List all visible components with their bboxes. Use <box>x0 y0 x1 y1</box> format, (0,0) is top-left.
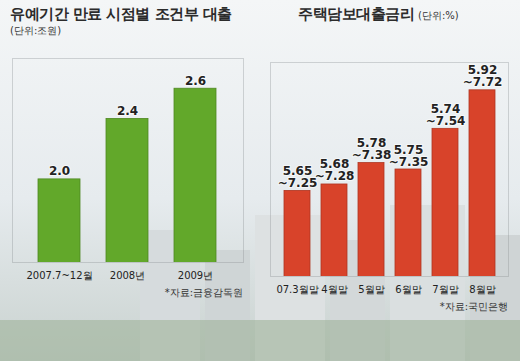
svg-text:2008년: 2008년 <box>110 270 145 281</box>
svg-text:5월말: 5월말 <box>358 284 384 295</box>
svg-text:2.0: 2.0 <box>49 164 70 178</box>
svg-text:5.74~7.54: 5.74~7.54 <box>426 102 466 128</box>
svg-text:2.6: 2.6 <box>185 74 206 88</box>
svg-text:5.65~7.25: 5.65~7.25 <box>278 164 318 190</box>
html-text:유예기간 만료 시점별 조건부 대출: 유예기간 만료 시점별 조건부 대출 <box>10 5 232 23</box>
svg-text:5.92~7.72: 5.92~7.72 <box>463 63 503 89</box>
svg-text:6월말: 6월말 <box>395 284 421 295</box>
svg-text:2.4: 2.4 <box>117 104 138 118</box>
html-text:*자료:국민은행: *자료:국민은행 <box>439 301 508 312</box>
svg-text:2009년: 2009년 <box>178 270 213 281</box>
html-text:주택담보대출금리 (단위:%): 주택담보대출금리 (단위:%) <box>298 5 459 23</box>
svg-text:2007.7~12월: 2007.7~12월 <box>26 270 92 281</box>
svg-text:8월말: 8월말 <box>469 284 495 295</box>
html-text:(단위:조원): (단위:조원) <box>10 25 62 36</box>
svg-text:5.68~7.28: 5.68~7.28 <box>315 157 355 183</box>
svg-text:7월말: 7월말 <box>432 284 458 295</box>
svg-text:07.3월말: 07.3월말 <box>276 284 318 295</box>
svg-text:4월말: 4월말 <box>321 284 347 295</box>
svg-text:5.78~7.38: 5.78~7.38 <box>352 136 392 162</box>
svg-text:5.75~7.35: 5.75~7.35 <box>389 143 429 169</box>
html-text:*자료:금융감독원: *자료:금융감독원 <box>164 287 243 298</box>
